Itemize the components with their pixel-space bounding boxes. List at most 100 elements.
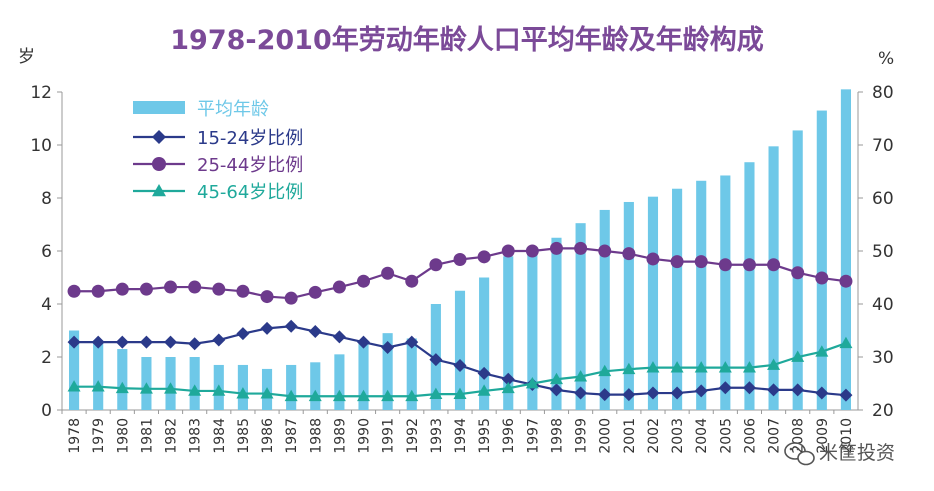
bar — [696, 180, 707, 410]
series-2-point — [260, 290, 274, 304]
series-3-point — [260, 387, 274, 399]
left-tick-label: 6 — [41, 242, 52, 262]
bar — [623, 201, 634, 410]
x-tick-label: 1980 — [115, 418, 131, 454]
bar — [68, 330, 80, 410]
right-tick-label: 50 — [872, 242, 894, 262]
bar — [599, 209, 610, 410]
series-2-point — [67, 284, 81, 298]
series-2-point — [308, 285, 322, 299]
series-2-point — [742, 258, 756, 272]
x-tick-label: 1984 — [212, 418, 228, 454]
series-3-point — [357, 389, 371, 402]
series-2-point — [670, 255, 684, 269]
series-2-point — [477, 250, 491, 264]
series-1-point — [115, 335, 129, 349]
right-tick-label: 40 — [872, 295, 894, 315]
series-3-point — [694, 361, 708, 373]
legend-marker-2 — [152, 157, 166, 171]
wechat-icon — [784, 442, 815, 466]
series-1-point — [574, 386, 588, 400]
series-1-point — [260, 321, 274, 335]
series-1-point — [284, 319, 298, 333]
x-tick-label: 2004 — [694, 418, 710, 454]
bar — [551, 237, 562, 410]
left-axis-unit: 岁 — [18, 47, 35, 67]
series-3-point — [453, 387, 467, 399]
bar — [334, 354, 345, 410]
series-3-point — [622, 362, 636, 375]
series-1-point — [453, 358, 467, 372]
legend-marker-3 — [152, 184, 166, 197]
left-tick-label: 10 — [30, 136, 52, 156]
series-2-point — [525, 244, 539, 258]
series-2-point — [236, 284, 250, 298]
left-tick-label: 0 — [41, 401, 52, 421]
legend: 平均年龄 15-24岁比例 25-44岁比例 45-64岁比例 — [133, 99, 303, 203]
legend-label-bar: 平均年龄 — [197, 99, 269, 120]
bar — [310, 362, 321, 410]
series-1-point — [694, 384, 708, 398]
series-3-point — [767, 358, 781, 370]
series-1-point — [670, 386, 684, 400]
series-2-point — [332, 280, 346, 294]
series-3-point — [815, 345, 829, 357]
series-1-point — [598, 388, 612, 402]
series-2-point — [767, 258, 781, 272]
x-tick-label: 2001 — [622, 418, 638, 454]
legend-label-3: 45-64岁比例 — [197, 182, 303, 203]
series-2-point — [164, 280, 178, 294]
bar — [93, 341, 104, 410]
x-tick-label: 2008 — [791, 418, 807, 454]
series-2-point — [115, 282, 129, 296]
x-tick-label: 2005 — [718, 418, 734, 454]
series-3-point — [91, 380, 105, 392]
series-3-point — [646, 361, 660, 373]
legend-swatch-bar — [133, 101, 185, 114]
series-3-point — [115, 381, 129, 394]
x-tick-label: 1978 — [67, 418, 83, 454]
series-2-point — [622, 247, 636, 261]
series-3-point — [405, 389, 419, 402]
series-1-point — [742, 381, 756, 395]
series-2-point — [188, 280, 202, 294]
x-tick-label: 1992 — [405, 418, 421, 454]
series-1-point — [622, 388, 636, 402]
series-3-point — [549, 372, 563, 385]
series-3-point — [791, 350, 805, 362]
series-1-point — [212, 333, 226, 347]
series-1-point — [501, 372, 515, 386]
series-1-point — [718, 381, 732, 395]
series-2-point — [357, 274, 371, 288]
series-2-point — [646, 252, 660, 266]
series-3-point — [164, 382, 178, 394]
legend-label-1: 15-24岁比例 — [197, 128, 303, 149]
bar — [503, 256, 514, 410]
series-2-point — [549, 241, 563, 255]
series-1-point — [236, 327, 250, 341]
series-1-point — [381, 340, 395, 354]
series-1-point — [646, 386, 660, 400]
watermark: 米筐投资 — [784, 442, 895, 466]
x-tick-label: 2010 — [839, 418, 855, 454]
series-3-point — [742, 361, 756, 373]
x-tick-label: 1996 — [501, 418, 517, 454]
x-tick-label: 1994 — [453, 418, 469, 454]
plot-area: 0 2 4 6 8 10 12 20 30 40 50 60 70 80 1978 1979 1980 1981 1… — [30, 83, 893, 454]
series-2-point — [405, 274, 419, 288]
right-tick-label: 70 — [872, 136, 894, 156]
left-tick-label: 12 — [30, 83, 52, 103]
series-1-point — [549, 383, 563, 397]
series-3-point — [718, 361, 732, 373]
series-1-point — [164, 335, 178, 349]
x-tick-label: 1983 — [188, 418, 204, 454]
series-3-point — [598, 364, 612, 377]
series-1-point — [67, 335, 81, 349]
series-2-point — [212, 282, 226, 296]
series-1-point — [839, 388, 853, 402]
series-3-point — [139, 382, 153, 394]
x-tick-label: 2003 — [670, 418, 686, 454]
bar — [358, 341, 369, 410]
x-tick-label: 1981 — [139, 418, 155, 454]
right-tick-label: 20 — [872, 401, 894, 421]
